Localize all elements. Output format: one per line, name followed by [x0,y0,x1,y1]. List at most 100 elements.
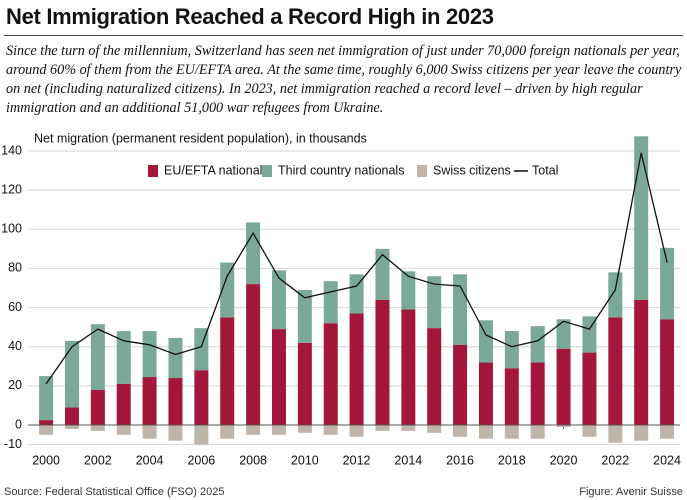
bar-segment [220,262,235,318]
bar-segment [453,274,468,345]
bar-segment [453,425,468,437]
y-tick-label: 80 [8,261,22,275]
bar-segment [478,362,493,426]
bar-segment [504,368,519,426]
x-tick-label: 2004 [136,453,164,467]
bar-segment [608,272,623,318]
y-tick-label: 0 [15,417,22,431]
bar-segment [427,328,442,426]
bar-segment [271,329,286,426]
bar-segment [194,425,209,445]
bar-segment [64,425,79,429]
bar-segment [634,425,649,441]
bar-segment [349,274,364,314]
bar-segment [90,425,105,431]
bar-segment [375,299,390,426]
bar-segment [246,425,261,435]
bar-segment [297,289,312,343]
bar-segment [660,247,675,320]
legend-label: EU/EFTA nationals [164,163,269,177]
bar-segment [90,324,105,390]
x-tick-label: 2016 [446,453,474,467]
bar-segment [530,425,545,439]
bar-segment [582,425,597,437]
bar-segment [297,425,312,433]
bar-segment [323,425,338,435]
bar-segment [142,425,157,439]
y-tick-label: 40 [8,339,22,353]
bar-segment [142,331,157,378]
x-tick-label: 2012 [343,453,371,467]
bar-segment [530,326,545,363]
bar-segment [39,425,54,435]
bar-segment [660,425,675,439]
bar-segment [116,425,131,435]
chart-title: Net Immigration Reached a Record High in… [6,4,494,29]
bar-segment [556,348,571,426]
total-line [45,152,668,385]
x-tick-label: 2020 [550,453,578,467]
bar-segment [194,370,209,426]
bar-segment [64,407,79,426]
x-tick-label: 2008 [239,453,267,467]
legend-swatch [262,165,272,177]
bar-segment [504,331,519,369]
bar-segment [375,248,390,300]
x-tick-label: 2000 [32,453,60,467]
bar-segment [220,317,235,426]
y-tick-label: -10 [4,437,22,451]
y-tick-label: 60 [8,300,22,314]
bar-segment [427,425,442,433]
x-tick-label: 2002 [84,453,112,467]
x-tick-label: 2010 [291,453,319,467]
bar-segment [64,340,79,408]
bar-segment [634,299,649,426]
legend-label: Third country nationals [278,163,404,177]
y-tick-label: 120 [1,182,22,196]
bar-segment [634,136,649,300]
x-tick-label: 2014 [394,453,422,467]
bar-segment [271,270,286,330]
bar-segment [582,316,597,353]
bar-segment [323,323,338,426]
bar-segment [478,425,493,439]
x-tick-label: 2022 [601,453,629,467]
bar-segment [556,319,571,349]
legend-label: Swiss citizens [433,163,511,177]
bar-segment [168,425,183,441]
bar-segment [608,425,623,443]
bar-segment [660,319,675,426]
y-axis-label: Net migration (permanent resident popula… [34,131,367,145]
bar-segment [297,342,312,426]
bar-segment [39,376,54,421]
y-tick-label: 140 [1,143,22,157]
x-tick-label: 2024 [653,453,681,467]
bar-segment [90,389,105,426]
source: Source: Federal Statistical Office (FSO)… [4,486,225,498]
bar-segment [427,276,442,329]
x-tick-label: 2006 [187,453,215,467]
bar-segment [142,377,157,426]
legend-swatch [148,165,158,177]
bar-segment [271,425,286,435]
bar-segment [116,383,131,426]
credit: Figure: Avenir Suisse [579,486,683,498]
bar-segment [349,425,364,437]
bar-segment [401,425,416,431]
bar-segment [582,352,597,426]
bar-segment [401,271,416,310]
bar-segment [556,425,571,427]
x-tick-label: 2018 [498,453,526,467]
y-tick-label: 20 [8,378,22,392]
bar-segment [39,420,54,426]
bar-segment [168,337,183,379]
legend-label: Total [532,163,558,177]
bar-segment [116,331,131,384]
bar-segment [504,425,519,439]
bar-segment [168,378,183,426]
legend-swatch [417,165,427,177]
bar-segment [530,362,545,426]
y-tick-label: 100 [1,222,22,236]
